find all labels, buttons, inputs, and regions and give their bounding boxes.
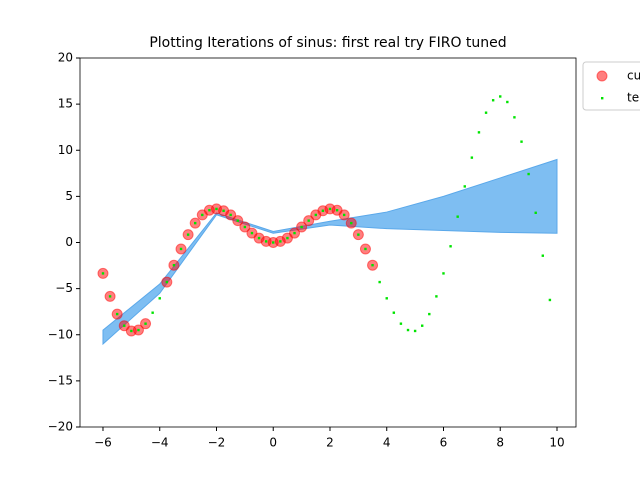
data-point (527, 172, 530, 176)
data-point (158, 297, 161, 300)
data-point (321, 209, 325, 212)
data-point (350, 221, 353, 225)
data-point (236, 219, 239, 222)
data-point (506, 100, 509, 104)
x-tick-label: 0 (269, 436, 277, 450)
data-point (470, 156, 474, 159)
data-point (449, 245, 452, 248)
data-point (229, 213, 232, 217)
data-point (406, 328, 410, 332)
data-point (250, 231, 254, 235)
data-point (385, 297, 388, 300)
data-point (371, 263, 374, 267)
data-point (257, 236, 261, 240)
data-point (300, 225, 303, 229)
data-point (399, 322, 403, 325)
plot-frame (79, 57, 577, 428)
data-point (307, 219, 310, 222)
data-point (208, 209, 211, 212)
data-point (548, 298, 552, 302)
y-tick-label: −5 (55, 281, 73, 295)
data-point (123, 324, 126, 327)
x-tick-label: −2 (208, 436, 226, 450)
data-point (101, 272, 105, 275)
data-point (357, 233, 360, 236)
data-point (130, 329, 133, 333)
data-point (541, 254, 545, 257)
y-tick-label: −10 (48, 327, 73, 341)
data-point (378, 280, 381, 284)
data-point (328, 207, 332, 211)
data-point (293, 231, 296, 235)
chart-title: Plotting Iterations of sinus: first real… (149, 35, 506, 51)
y-tick-label: 5 (65, 189, 73, 203)
data-point (264, 240, 268, 243)
data-point (392, 311, 396, 314)
x-tick-label: −6 (94, 436, 112, 450)
data-point (335, 209, 339, 212)
data-point (513, 116, 516, 119)
data-point (179, 247, 183, 251)
data-point (428, 312, 431, 316)
data-point (520, 140, 523, 143)
x-tick-label: 2 (326, 436, 334, 450)
data-point (534, 211, 537, 214)
data-point (413, 329, 417, 333)
data-point (279, 240, 282, 243)
x-tick-label: 6 (440, 436, 448, 450)
data-point (421, 324, 424, 327)
x-tick-label: 10 (549, 436, 564, 450)
data-point (342, 213, 346, 217)
data-point (165, 280, 169, 284)
data-point (364, 247, 367, 251)
x-tick-label: 4 (383, 436, 391, 450)
data-point (201, 213, 204, 217)
data-point (186, 233, 190, 236)
y-tick-label: −15 (48, 373, 73, 387)
data-point (286, 236, 289, 240)
data-point (215, 207, 218, 211)
confidence-band (102, 158, 558, 346)
y-tick-label: 20 (58, 51, 73, 65)
data-point (491, 99, 495, 102)
data-point (137, 328, 140, 332)
y-tick-label: 0 (65, 235, 73, 249)
data-point (243, 225, 247, 229)
legend-label: cu (627, 69, 640, 83)
x-tick-label: −4 (151, 436, 169, 450)
legend-marker (596, 70, 608, 82)
data-point (463, 185, 466, 188)
data-point (435, 295, 438, 298)
legend-label: te (627, 91, 639, 105)
y-tick-label: −20 (48, 420, 73, 434)
data-point (442, 272, 445, 275)
x-tick-label: 8 (496, 436, 504, 450)
data-point (115, 312, 119, 316)
data-point (108, 295, 112, 298)
data-point (272, 241, 275, 244)
data-point (477, 131, 481, 134)
data-point (151, 311, 154, 314)
data-point (222, 209, 225, 212)
y-tick-label: 15 (58, 97, 73, 111)
legend-marker (601, 97, 604, 100)
data-point (194, 221, 197, 225)
data-point (484, 111, 488, 114)
y-tick-label: 10 (58, 143, 73, 157)
data-point (499, 95, 502, 98)
data-point (314, 213, 317, 217)
data-point (172, 263, 176, 267)
data-point (144, 322, 147, 325)
data-point (456, 215, 459, 218)
